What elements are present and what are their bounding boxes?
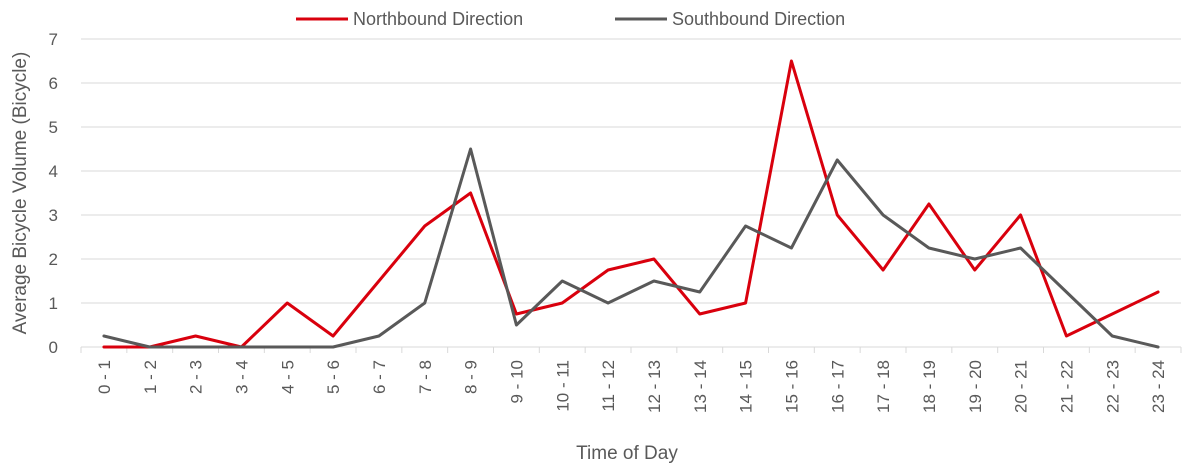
x-tick-label: 9 - 10	[507, 360, 526, 403]
x-tick-label: 5 - 6	[324, 360, 343, 394]
x-tick-label: 6 - 7	[370, 360, 389, 394]
series-line-southbound	[102, 147, 1160, 349]
x-tick-label: 12 - 13	[645, 360, 664, 413]
x-tick-label: 4 - 5	[278, 360, 297, 394]
series-lines	[102, 59, 1160, 349]
x-tick-label: 1 - 2	[141, 360, 160, 394]
x-tick-label: 19 - 20	[966, 360, 985, 413]
y-axis-title: Average Bicycle Volume (Bicycle)	[10, 52, 31, 335]
x-tick-label: 20 - 21	[1012, 360, 1031, 413]
y-tick-label: 2	[49, 250, 58, 269]
legend-item: Northbound Direction	[296, 9, 523, 29]
legend-item: Southbound Direction	[615, 9, 845, 29]
x-tick-label: 13 - 14	[691, 360, 710, 413]
x-tick-label: 16 - 17	[828, 360, 847, 413]
y-tick-label: 7	[49, 30, 58, 49]
x-tick-label: 15 - 16	[782, 360, 801, 413]
x-tick-label: 0 - 1	[95, 360, 114, 394]
y-tick-label: 0	[49, 338, 58, 357]
x-tick-label: 23 - 24	[1149, 360, 1168, 413]
legend: Northbound Direction Southbound Direction	[296, 9, 845, 29]
y-tick-label: 4	[49, 162, 58, 181]
y-tick-label: 5	[49, 118, 58, 137]
x-tick-label: 10 - 11	[553, 360, 572, 412]
legend-label: Northbound Direction	[353, 9, 523, 29]
x-tick-label: 11 - 12	[599, 360, 618, 412]
x-tick-label: 18 - 19	[920, 360, 939, 413]
x-tick-label: 8 - 9	[462, 360, 481, 394]
x-axis-title: Time of Day	[576, 443, 678, 464]
x-tick-label: 3 - 4	[232, 360, 251, 394]
x-tick-label: 2 - 3	[187, 360, 206, 394]
y-tick-label: 1	[49, 294, 58, 313]
x-tick-label: 22 - 23	[1103, 360, 1122, 413]
series-line-northbound	[102, 59, 1160, 349]
x-tick-label: 21 - 22	[1057, 360, 1076, 413]
gridlines	[81, 38, 1181, 304]
x-tick-label: 17 - 18	[874, 360, 893, 413]
legend-label: Southbound Direction	[672, 9, 845, 29]
x-tick-label: 7 - 8	[416, 360, 435, 394]
x-tick-label: 14 - 15	[737, 360, 756, 413]
y-tick-label: 6	[49, 74, 58, 93]
axes: 0 1 2 3 4 5 6 7 0 - 1 1 - 2 2 - 3 3 - 4 4 - 5 5 - 6 6 …	[49, 30, 1182, 413]
y-tick-label: 3	[49, 206, 58, 225]
